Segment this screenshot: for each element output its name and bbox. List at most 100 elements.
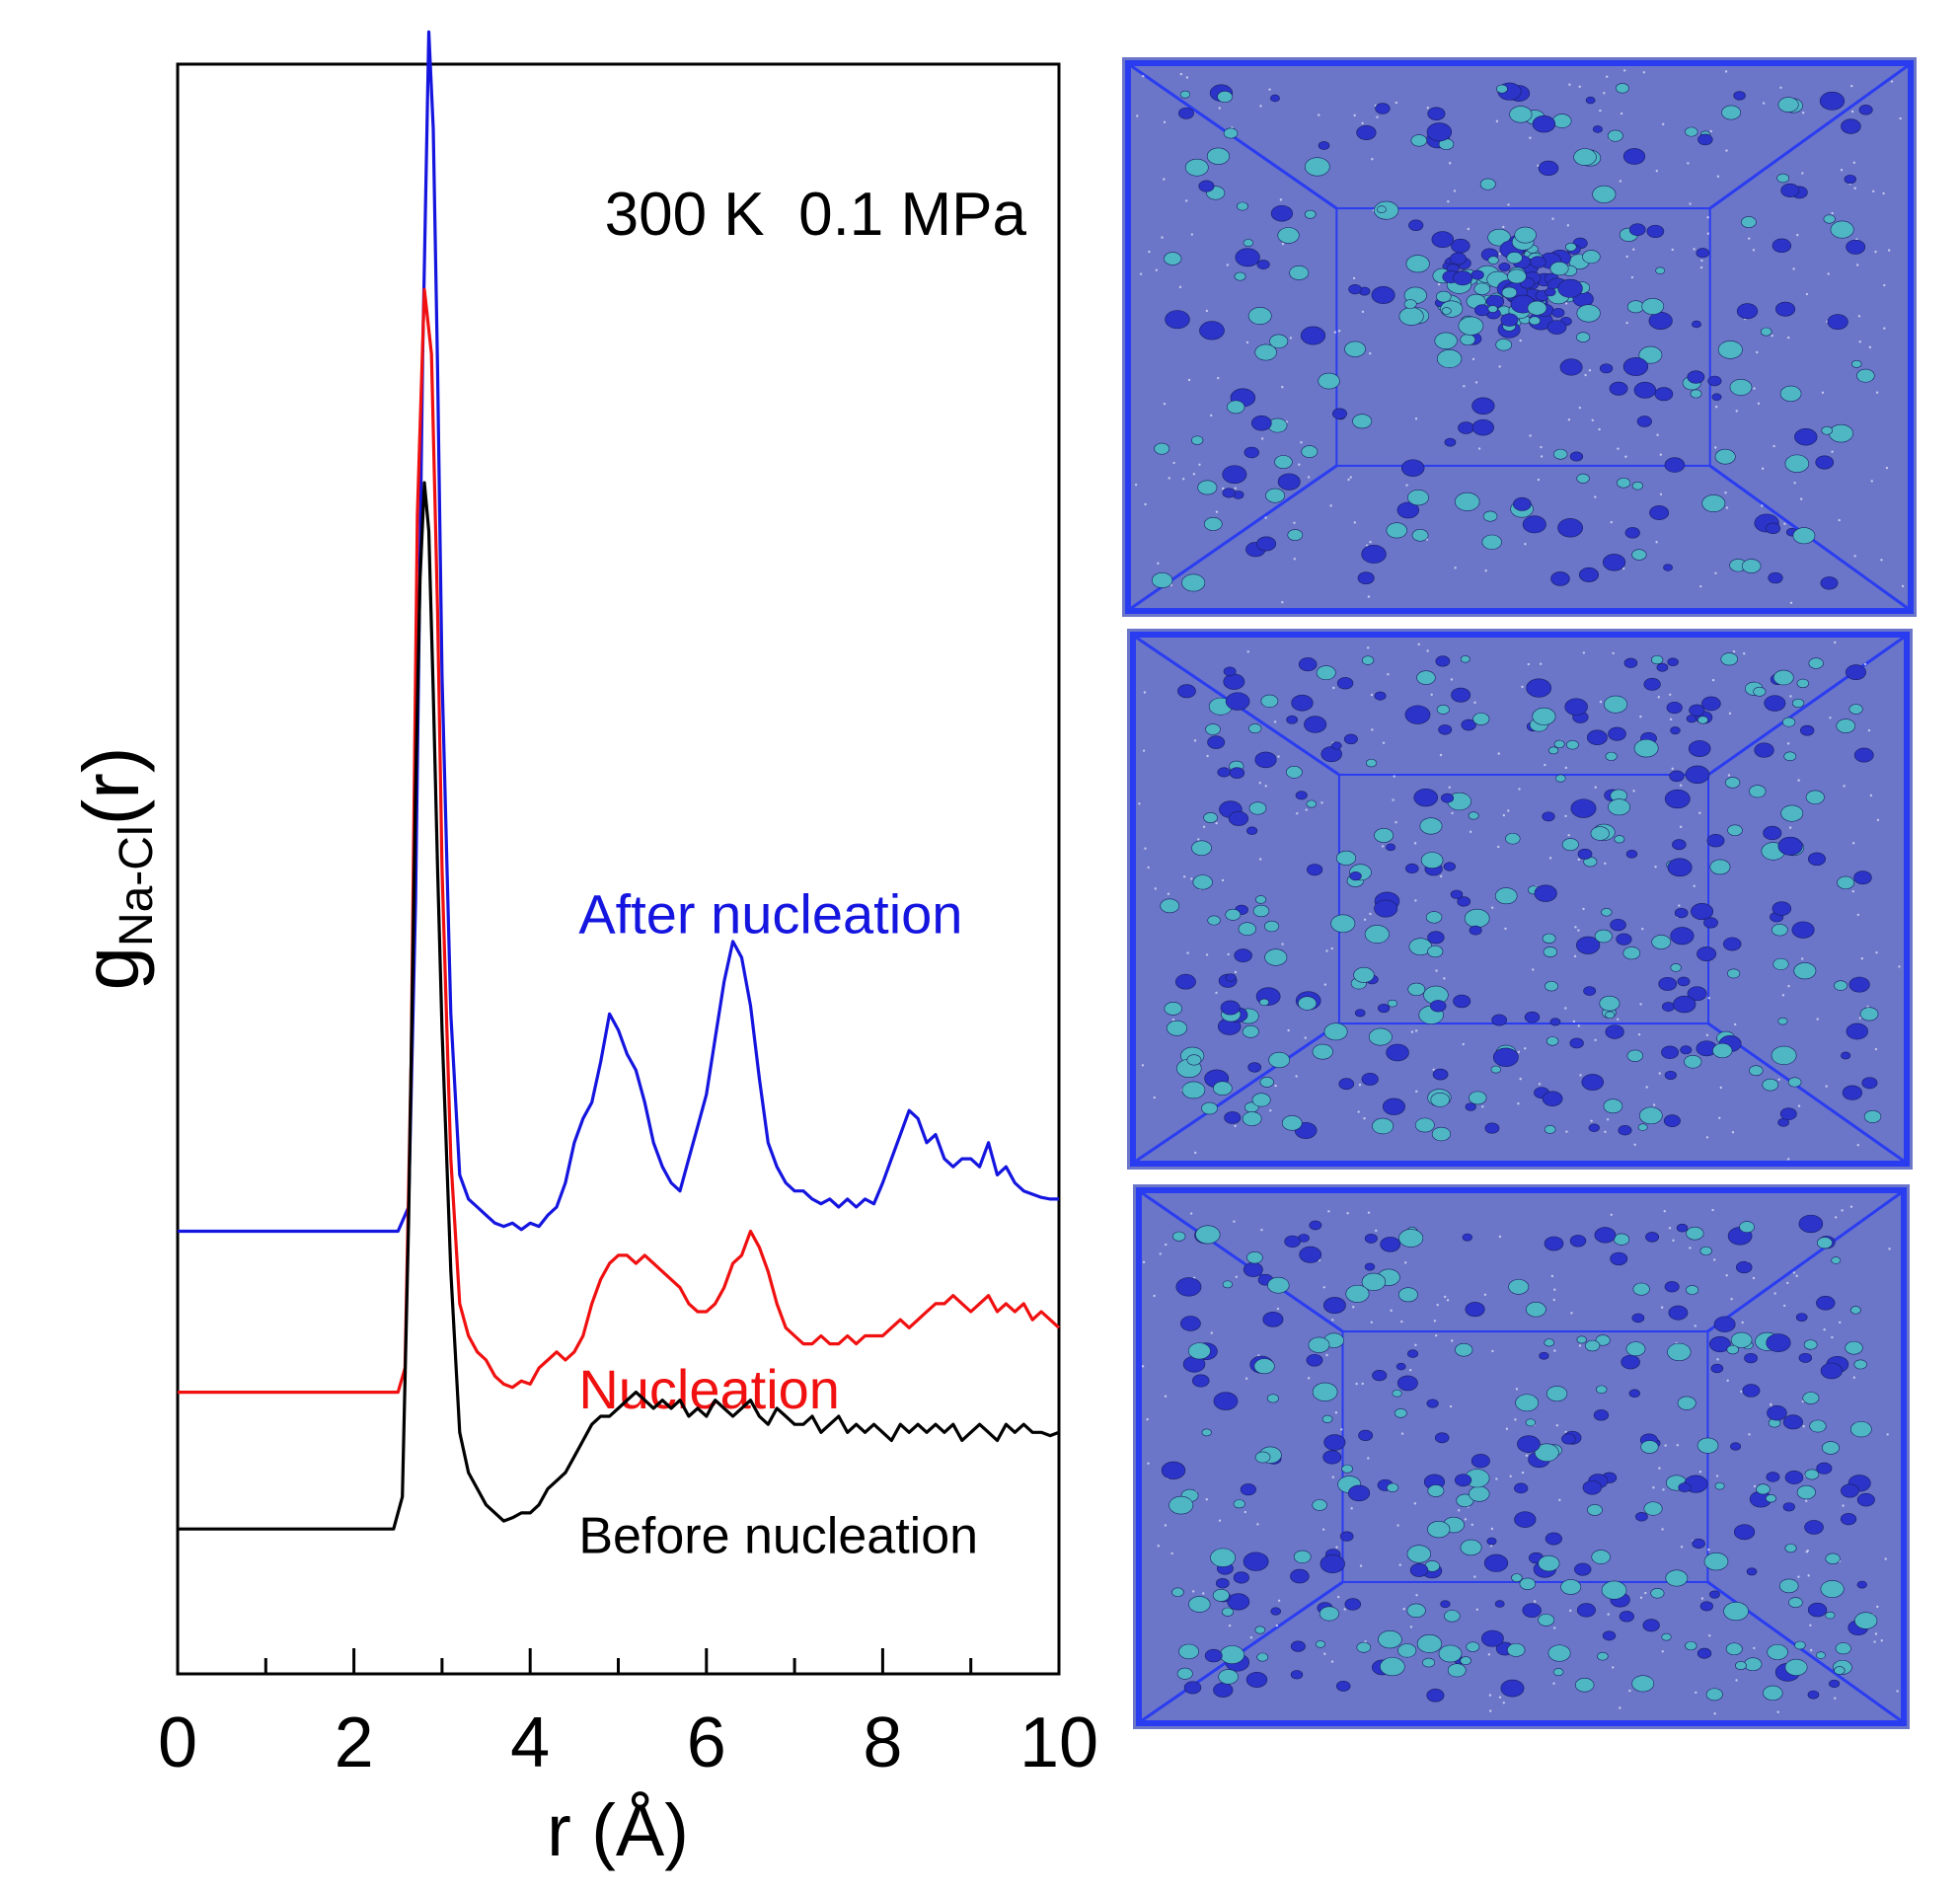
snapshot-noise — [1191, 1590, 1195, 1593]
snapshot-noise — [1698, 811, 1701, 814]
series-line-nucleation — [178, 287, 1061, 1395]
snapshot-noise — [1639, 1596, 1643, 1599]
cl-ion — [1287, 529, 1304, 541]
snapshot-noise — [1189, 1212, 1193, 1215]
na-ion — [1348, 284, 1362, 295]
snapshot-noise — [1371, 158, 1374, 161]
cl-ion — [1771, 1045, 1797, 1065]
snapshot-noise — [1185, 199, 1188, 202]
na-ion — [1649, 505, 1670, 520]
snapshot-noise — [1484, 568, 1487, 572]
cl-ion — [1788, 1597, 1803, 1609]
snapshot-noise — [1591, 418, 1594, 422]
cl-ion — [1601, 907, 1613, 917]
na-ion — [1582, 1479, 1603, 1495]
na-ion — [1609, 381, 1628, 396]
na-ion — [1450, 889, 1464, 899]
na-ion — [1304, 716, 1327, 733]
cl-ion — [1525, 1418, 1537, 1427]
na-ion — [1207, 735, 1226, 749]
snapshot-noise — [1825, 1085, 1828, 1088]
snapshot-noise — [1410, 1030, 1414, 1033]
na-ion — [1656, 662, 1669, 672]
cl-ion — [1545, 1386, 1568, 1402]
snapshot-noise — [1367, 1457, 1370, 1460]
cl-ion — [1487, 305, 1498, 313]
cl-ion — [1506, 252, 1523, 265]
na-ion — [1295, 791, 1308, 800]
na-ion — [1697, 133, 1713, 146]
cl-ion — [1714, 448, 1736, 465]
snapshot-noise — [1619, 180, 1622, 183]
cl-ion — [1803, 1339, 1818, 1350]
snapshot-noise — [1827, 272, 1830, 275]
na-ion — [1161, 1461, 1186, 1479]
snapshot-noise — [1801, 112, 1805, 114]
snapshot-noise — [1318, 114, 1320, 116]
cl-ion — [1585, 1339, 1601, 1352]
snapshot-noise — [1880, 559, 1883, 562]
snapshot-noise — [1245, 341, 1249, 344]
snapshot-noise — [1192, 473, 1196, 476]
na-ion — [1473, 304, 1490, 317]
snapshot-noise — [1628, 1689, 1631, 1693]
nucleation-snapshot — [1127, 629, 1913, 1170]
cl-ion — [1597, 1651, 1609, 1661]
snapshot-noise — [1497, 752, 1500, 755]
na-ion — [1323, 1297, 1346, 1315]
cl-ion — [1547, 746, 1559, 755]
cl-ion — [1166, 1020, 1188, 1036]
snapshot-noise — [1719, 1086, 1722, 1090]
snapshot-noise — [1713, 1258, 1716, 1261]
snapshot-noise — [1588, 369, 1592, 372]
snapshot-noise — [1856, 264, 1859, 266]
na-ion — [1284, 1235, 1301, 1249]
x-tick-label: 10 — [1019, 1703, 1098, 1782]
na-ion — [1405, 863, 1419, 874]
snapshot-noise — [1352, 276, 1356, 280]
chart-title: 300 K 0.1 MPa — [605, 181, 1027, 249]
snapshot-noise — [1842, 1504, 1845, 1507]
na-ion — [1522, 1603, 1542, 1618]
cl-ion — [1594, 929, 1613, 944]
snapshot-noise — [1464, 1518, 1468, 1521]
snapshot-noise — [1369, 912, 1372, 916]
cl-ion — [1605, 751, 1618, 761]
cl-ion — [1361, 1272, 1387, 1291]
cl-ion — [1696, 1437, 1719, 1454]
snapshot-noise — [1448, 162, 1452, 165]
cl-ion — [1576, 1335, 1587, 1344]
snapshot-noise — [1507, 203, 1510, 206]
snapshot-noise — [1190, 877, 1193, 880]
na-ion — [1578, 567, 1600, 582]
na-ion — [1453, 270, 1473, 286]
na-ion — [1471, 418, 1494, 436]
na-ion — [1815, 455, 1835, 470]
snapshot-noise — [1517, 1050, 1521, 1054]
snapshot-noise — [1757, 402, 1761, 406]
snapshot-noise — [1724, 70, 1728, 73]
snapshot-noise — [1867, 728, 1871, 732]
cl-ion — [1192, 874, 1213, 890]
snapshot-noise — [1190, 233, 1194, 236]
cl-ion — [1447, 1663, 1467, 1678]
cl-ion — [1805, 790, 1825, 804]
cl-ion — [1555, 774, 1566, 783]
na-ion — [1746, 1567, 1758, 1576]
y-axis-label-main: g — [67, 946, 155, 991]
na-ion — [1664, 1070, 1677, 1081]
na-ion — [1586, 729, 1608, 746]
cl-ion — [1223, 127, 1239, 139]
snapshot-perspective-edge — [1706, 1190, 1903, 1333]
na-ion — [1742, 1384, 1761, 1398]
snapshot-noise — [1886, 1433, 1889, 1436]
snapshot-noise — [1414, 1029, 1418, 1032]
snapshot-noise — [1475, 1608, 1479, 1611]
cl-ion — [1460, 655, 1470, 663]
na-ion — [1225, 973, 1237, 982]
cl-ion — [1582, 250, 1601, 265]
snapshot-noise — [1732, 649, 1736, 653]
cl-ion — [1829, 423, 1853, 443]
na-ion — [1772, 238, 1792, 254]
snapshot-noise — [1679, 825, 1683, 829]
